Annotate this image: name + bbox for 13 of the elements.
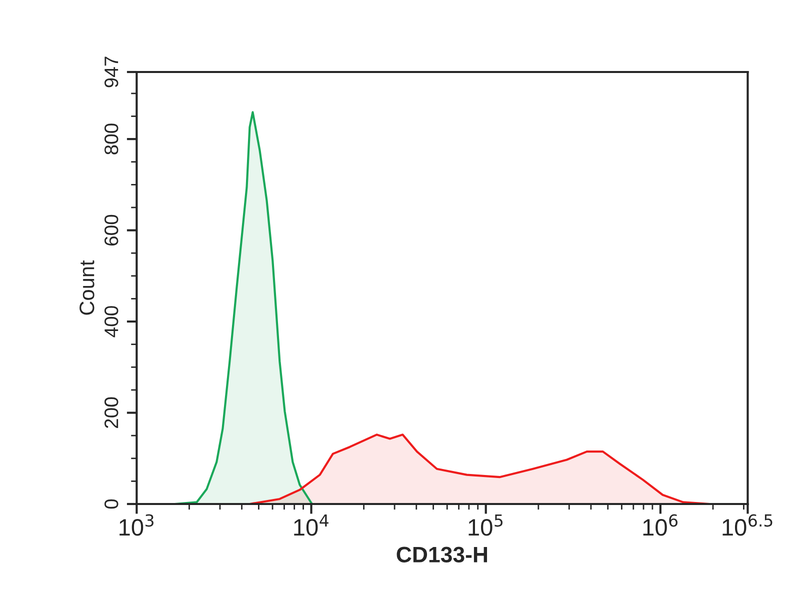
y-tick-label: 0 xyxy=(104,499,118,509)
y-tick-label: 947 xyxy=(104,56,118,88)
x-axis-title: CD133-H xyxy=(396,546,488,563)
x-tick-label: 10$^{6.5}$ xyxy=(722,514,772,536)
x-tick-label: 10$^{3}$ xyxy=(120,514,154,536)
y-tick-label: 800 xyxy=(104,124,118,154)
y-tick-label: 600 xyxy=(104,214,118,246)
x-tick-label: 10$^{6}$ xyxy=(643,514,678,536)
y-tick-label: 400 xyxy=(104,306,118,338)
y-tick-label: 200 xyxy=(104,397,118,428)
x-tick-label: 10$^{5}$ xyxy=(468,514,503,536)
y-axis-title: Count xyxy=(80,260,94,315)
x-tick-label: 10$^{4}$ xyxy=(294,514,328,536)
